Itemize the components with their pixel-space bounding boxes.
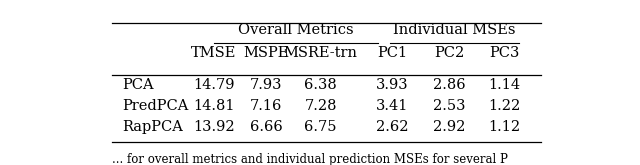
Text: 6.75: 6.75	[304, 119, 337, 133]
Text: TMSE: TMSE	[191, 47, 237, 60]
Text: 1.14: 1.14	[488, 78, 520, 92]
Text: 7.93: 7.93	[250, 78, 282, 92]
Text: 1.22: 1.22	[488, 99, 520, 113]
Text: PC3: PC3	[489, 47, 519, 60]
Text: 13.92: 13.92	[193, 119, 235, 133]
Text: RapPCA: RapPCA	[122, 119, 183, 133]
Text: 2.92: 2.92	[433, 119, 466, 133]
Text: 14.81: 14.81	[193, 99, 235, 113]
Text: 7.28: 7.28	[304, 99, 337, 113]
Text: PCA: PCA	[122, 78, 154, 92]
Text: PC1: PC1	[378, 47, 408, 60]
Text: 2.62: 2.62	[376, 119, 409, 133]
Text: PredPCA: PredPCA	[122, 99, 189, 113]
Text: 7.16: 7.16	[250, 99, 282, 113]
Text: 3.41: 3.41	[376, 99, 409, 113]
Text: 1.12: 1.12	[488, 119, 520, 133]
Text: 6.38: 6.38	[304, 78, 337, 92]
Text: ... for overall metrics and individual prediction MSEs for several P: ... for overall metrics and individual p…	[112, 153, 508, 165]
Text: 2.53: 2.53	[433, 99, 466, 113]
Text: 2.86: 2.86	[433, 78, 466, 92]
Text: 3.93: 3.93	[376, 78, 409, 92]
Text: Overall Metrics: Overall Metrics	[238, 23, 353, 37]
Text: PC2: PC2	[435, 47, 465, 60]
Text: MSPE: MSPE	[243, 47, 289, 60]
Text: MSRE-trn: MSRE-trn	[284, 47, 358, 60]
Text: Individual MSEs: Individual MSEs	[393, 23, 516, 37]
Text: 14.79: 14.79	[193, 78, 235, 92]
Text: 6.66: 6.66	[250, 119, 282, 133]
